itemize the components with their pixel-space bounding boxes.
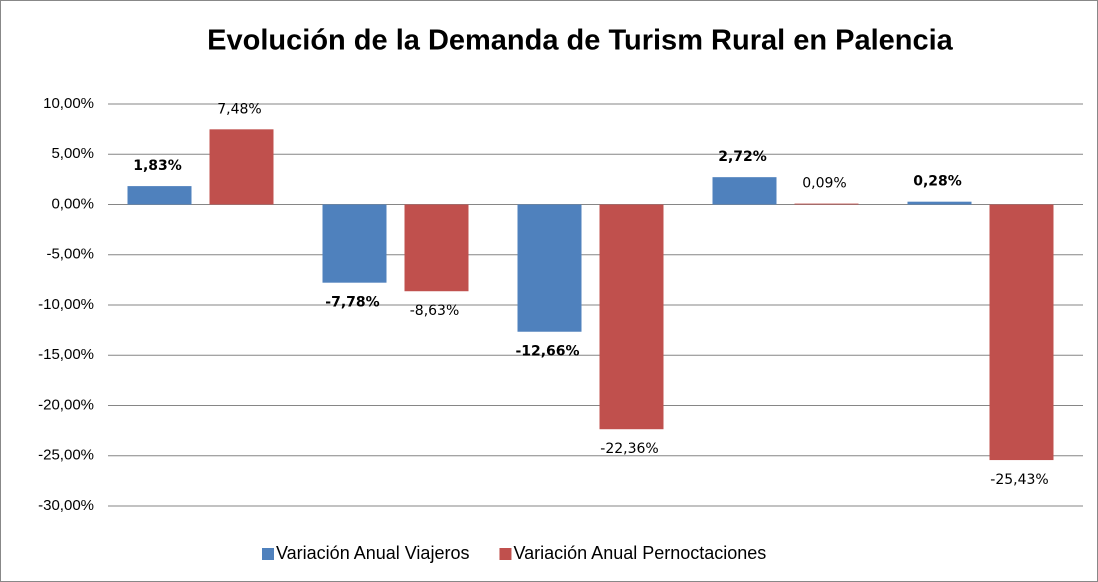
bar: [517, 204, 582, 332]
data-label: -8,63%: [410, 303, 460, 319]
y-tick-label: -5,00%: [46, 246, 94, 263]
y-tick-label: -30,00%: [38, 497, 94, 514]
bar: [907, 201, 972, 205]
y-tick-label: -15,00%: [38, 346, 94, 363]
legend-swatch: [262, 548, 274, 560]
y-tick-label: -25,00%: [38, 447, 94, 464]
data-label: -22,36%: [600, 441, 658, 457]
y-tick-label: 10,00%: [43, 95, 94, 112]
data-label: -7,78%: [325, 295, 379, 311]
legend-label: Variación Anual Pernoctaciones: [513, 543, 766, 563]
bar: [794, 203, 859, 205]
data-label: 1,83%: [133, 158, 182, 174]
data-label: -25,43%: [990, 472, 1048, 488]
y-tick-label: -20,00%: [38, 396, 94, 413]
bar: [404, 204, 469, 292]
y-tick-label: 0,00%: [51, 195, 94, 212]
bar: [989, 204, 1054, 461]
legend-swatch: [499, 548, 512, 560]
chart-title: Evolución de la Demanda de Turism Rural …: [207, 25, 954, 57]
y-tick-label: -10,00%: [38, 296, 94, 313]
y-tick-label: 5,00%: [51, 145, 94, 162]
data-label: 7,48%: [217, 101, 261, 117]
data-label: 2,72%: [718, 149, 767, 165]
bar: [712, 177, 777, 205]
bar: [599, 204, 664, 430]
bar: [322, 204, 387, 283]
bar: [127, 186, 192, 205]
data-label: 0,09%: [802, 176, 846, 192]
data-label: -12,66%: [515, 344, 579, 360]
legend-label: Variación Anual Viajeros: [276, 543, 469, 563]
bar: [209, 129, 274, 205]
data-label: 0,28%: [913, 174, 962, 190]
